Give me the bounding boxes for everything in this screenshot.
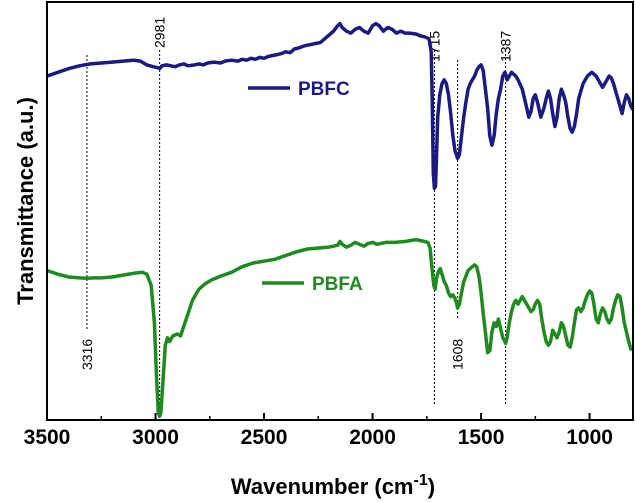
x-tick-label-1000: 1000 [566, 426, 613, 449]
legend-label-pbfa: PBFA [312, 274, 363, 295]
peak-label-3316: 3316 [79, 339, 95, 370]
x-axis-label-sup: -1 [414, 472, 428, 489]
x-tick-label-3500: 3500 [24, 426, 71, 449]
series-pbfc [46, 21, 635, 190]
y-axis-label: Transmittance (a.u.) [13, 97, 38, 305]
x-tick-label-1500: 1500 [458, 426, 505, 449]
x-axis-label: Wavenumber (cm-1) [231, 472, 435, 499]
axes: 3500 3000 2500 2000 1500 1000 [24, 1, 634, 449]
series-group [46, 21, 635, 419]
peak-label-1608: 1608 [450, 339, 466, 370]
x-axis-label-close: ) [428, 474, 435, 499]
peak-label-2981: 2981 [152, 17, 168, 48]
x-axis-label-main: Wavenumber (cm [231, 474, 414, 499]
x-tick-label-3000: 3000 [132, 426, 179, 449]
legend: PBFC PBFA [248, 79, 363, 295]
legend-label-pbfc: PBFC [298, 79, 350, 100]
x-tick-label-2500: 2500 [241, 426, 288, 449]
plot-frame [46, 1, 634, 421]
series-pbfa [46, 237, 633, 419]
x-tick-label-2000: 2000 [349, 426, 396, 449]
peak-label-1387: 1387 [498, 31, 514, 62]
